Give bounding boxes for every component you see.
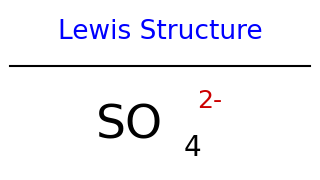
Text: 2-: 2- bbox=[197, 89, 222, 113]
Text: Lewis Structure: Lewis Structure bbox=[58, 19, 262, 45]
Text: 4: 4 bbox=[184, 134, 202, 163]
Text: SO: SO bbox=[96, 103, 163, 148]
